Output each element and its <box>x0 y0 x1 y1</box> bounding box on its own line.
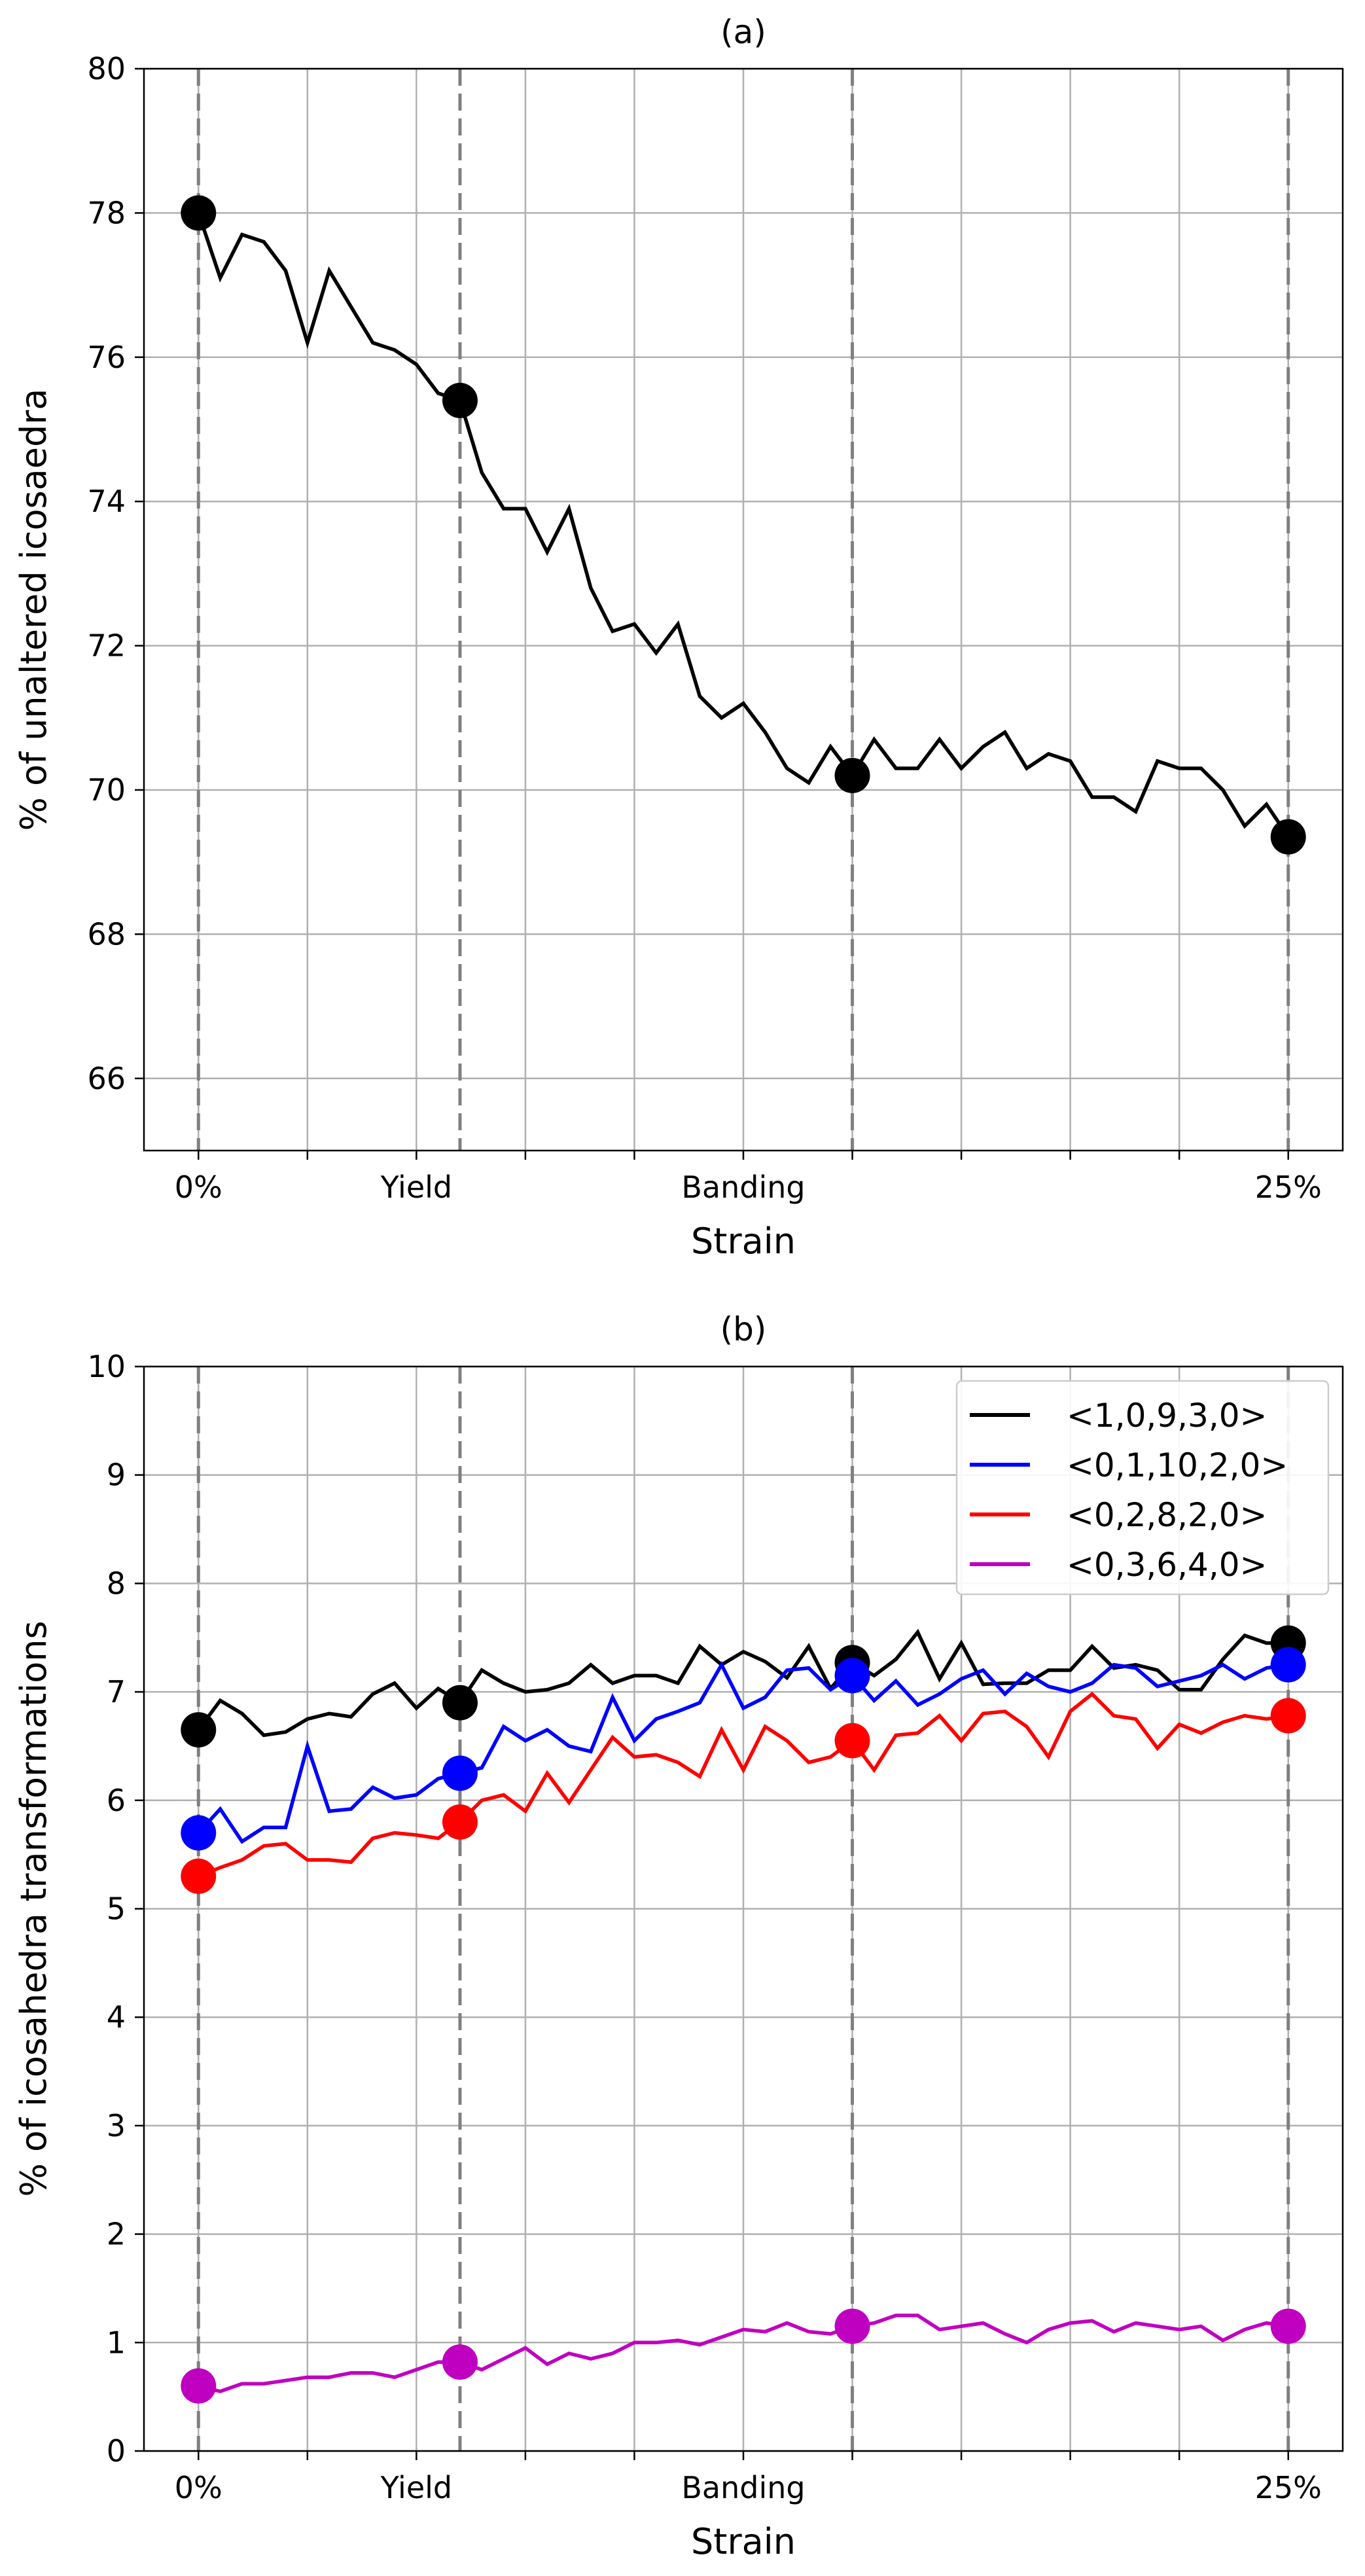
series-line-3 <box>198 2314 1289 2393</box>
legend-frame <box>955 1380 1330 1596</box>
chart-title-b: (b) <box>720 1310 767 1348</box>
panel-b: 0% Yield Banding 25% 0 1 2 3 4 5 6 7 8 9 10 (b) Strai… <box>13 1310 1344 2562</box>
series-2-point-1 <box>442 1804 478 1840</box>
y-tick-label: 5 <box>107 1891 126 1927</box>
y-tick-label: 2 <box>107 2217 126 2252</box>
series-2-point-0 <box>181 1858 217 1894</box>
series-0-point-3 <box>1270 819 1306 855</box>
series-3-point-2 <box>834 2308 870 2344</box>
series-1-point-1 <box>442 1755 478 1791</box>
series-lines-a <box>196 212 1290 838</box>
y-tick-label: 3 <box>107 2108 126 2143</box>
y-ticks-a: 66 68 70 72 74 76 78 80 <box>87 51 144 1096</box>
x-tick-label: 0% <box>175 1170 222 1205</box>
x-tick-label: Banding <box>681 1170 805 1205</box>
x-axis-label-b: Strain <box>691 2521 796 2562</box>
legend-label-2: <0,2,8,2,0> <box>1067 1496 1267 1534</box>
series-line-1 <box>197 1660 1289 1844</box>
series-line-2 <box>198 1691 1289 1878</box>
x-tick-label: Banding <box>681 2470 805 2505</box>
legend-label-1: <0,1,10,2,0> <box>1067 1446 1288 1484</box>
y-tick-label: 70 <box>87 772 126 808</box>
series-0-point-0 <box>181 195 217 231</box>
y-tick-label: 4 <box>107 1999 126 2035</box>
legend-label-0: <1,0,9,3,0> <box>1067 1397 1267 1435</box>
y-tick-label: 80 <box>87 51 126 86</box>
legend: <1,0,9,3,0> <0,1,10,2,0> <0,2,8,2,0> <0,… <box>955 1380 1330 1596</box>
series-line-0 <box>196 212 1290 838</box>
y-tick-label: 10 <box>87 1349 126 1384</box>
panel-a: 0% Yield Banding 25% 66 68 70 72 74 76 78 80 (a) S… <box>13 13 1344 1262</box>
y-tick-label: 78 <box>87 195 126 230</box>
y-axis-label-b: % of icosahedra transformations <box>13 1620 54 2196</box>
strain-markers-a <box>196 69 1290 1151</box>
chart-title-a: (a) <box>720 13 766 51</box>
x-tick-label: 25% <box>1255 2470 1322 2505</box>
y-axis-label-a: % of unaltered icosaedra <box>13 388 54 831</box>
y-tick-label: 6 <box>107 1783 126 1818</box>
series-0-point-1 <box>442 382 478 418</box>
series-0-point-1 <box>442 1685 478 1721</box>
series-0-point-2 <box>834 757 870 793</box>
x-tick-label: Yield <box>380 1170 453 1205</box>
series-0-point-0 <box>181 1712 217 1748</box>
series-2-point-2 <box>834 1723 870 1759</box>
y-tick-label: 68 <box>87 916 126 952</box>
y-tick-label: 9 <box>107 1458 126 1493</box>
grid-a <box>144 67 1343 1151</box>
series-3-point-3 <box>1270 2308 1306 2344</box>
y-tick-label: 66 <box>87 1061 126 1096</box>
x-tick-label: 0% <box>175 2470 222 2505</box>
highlight-points-a <box>181 195 1306 855</box>
y-tick-label: 74 <box>87 484 126 519</box>
highlight-points-b <box>181 1625 1306 2404</box>
series-line-0 <box>197 1628 1288 1738</box>
y-tick-label: 1 <box>107 2325 126 2360</box>
y-tick-label: 7 <box>107 1674 126 1709</box>
y-tick-label: 76 <box>87 340 126 375</box>
series-lines-b <box>197 1628 1289 2393</box>
x-ticks-b: 0% Yield Banding 25% <box>175 2451 1322 2505</box>
series-3-point-1 <box>442 2344 478 2380</box>
x-tick-label: Yield <box>380 2470 453 2505</box>
x-axis-label-a: Strain <box>691 1221 796 1262</box>
series-1-point-3 <box>1270 1647 1306 1683</box>
y-ticks-b: 0 1 2 3 4 5 6 7 8 9 10 <box>87 1349 144 2469</box>
x-ticks-a: 0% Yield Banding 25% <box>175 1151 1322 1205</box>
series-1-point-0 <box>181 1815 217 1851</box>
legend-label-3: <0,3,6,4,0> <box>1067 1546 1267 1584</box>
y-tick-label: 0 <box>107 2433 126 2469</box>
series-1-point-2 <box>834 1658 870 1694</box>
series-3-point-0 <box>181 2368 217 2404</box>
y-tick-label: 72 <box>87 628 126 664</box>
series-2-point-3 <box>1270 1698 1306 1734</box>
y-tick-label: 8 <box>107 1565 126 1601</box>
x-tick-label: 25% <box>1255 1170 1322 1205</box>
